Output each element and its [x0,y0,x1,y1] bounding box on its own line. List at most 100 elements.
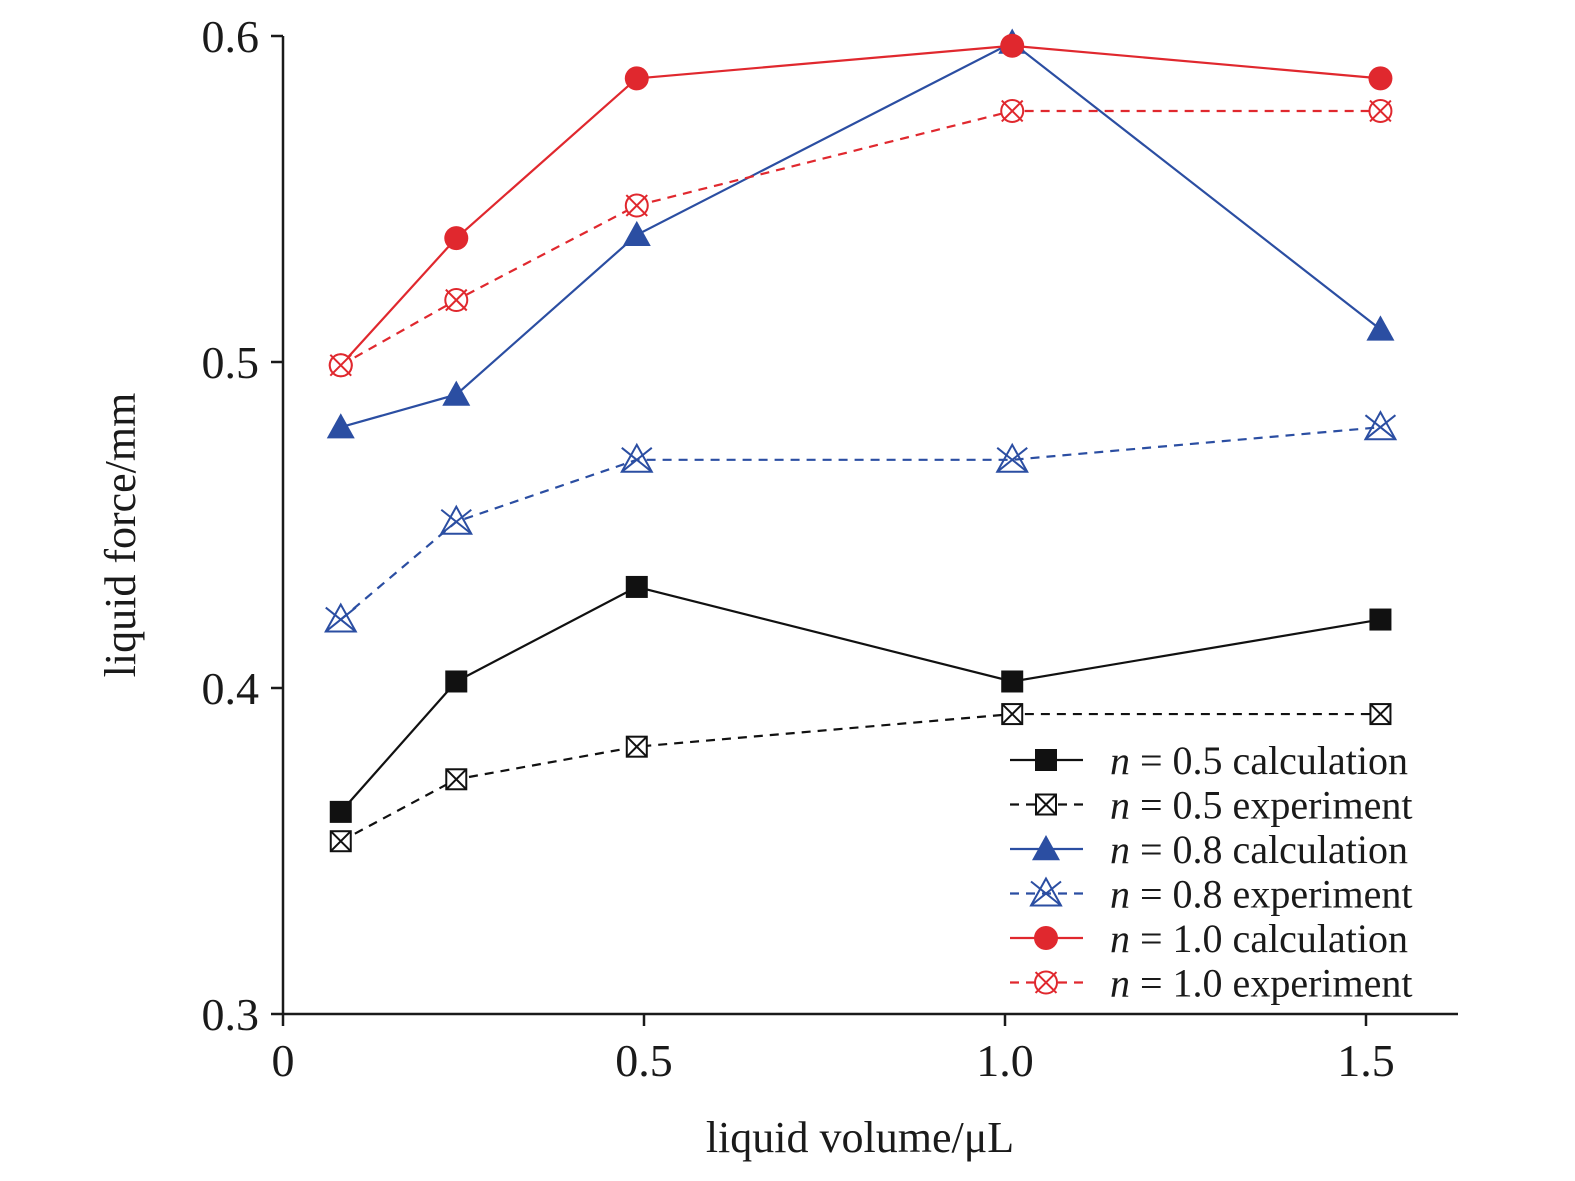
marker-cross-line [1364,414,1397,440]
legend-label: n = 1.0 calculation [1110,916,1408,961]
legend-label: n = 0.5 experiment [1110,783,1412,828]
legend-entry: n = 0.8 calculation [1010,827,1408,872]
legend-entry: n = 1.0 calculation [1010,916,1408,961]
marker-triangle [1032,835,1060,861]
marker-triangle [442,380,471,406]
y-axis-title: liquid force/mm [96,393,145,678]
data-point [622,220,651,247]
data-point [1029,876,1063,907]
marker-cross-line [1030,880,1062,907]
legend-label: n = 1.0 experiment [1110,961,1412,1006]
data-point [1000,33,1025,58]
data-point [329,800,352,823]
series-4 [324,410,1398,633]
marker-triangle [1366,315,1395,341]
data-point [442,380,471,406]
marker-circle [1368,66,1393,91]
data-point [1000,98,1025,123]
marker-cross-line [329,354,352,377]
legend-variable: n [1110,738,1130,783]
marker-triangle-outline [1029,876,1063,907]
data-point [1369,608,1392,631]
series-layer [324,28,1398,853]
legend-description: = 0.8 calculation [1130,827,1408,872]
legend-entry: n = 1.0 experiment [1010,961,1412,1006]
series-1 [329,575,1392,823]
legend-entry: n = 0.5 calculation [1010,738,1408,783]
data-point [1032,835,1060,861]
y-tick-label: 0.5 [202,337,260,388]
data-point [328,353,353,378]
marker-triangle-outline [324,602,358,633]
marker-cross-line [621,447,653,473]
y-tick-label: 0.3 [202,989,260,1040]
data-point [444,226,469,251]
data-point [444,288,469,313]
marker-triangle [326,413,355,439]
data-point [1366,315,1395,341]
marker-cross-line [1369,99,1392,123]
marker-square [625,575,648,598]
legend-description: = 0.5 experiment [1130,783,1412,828]
data-point [445,768,468,791]
marker-cross-line [626,735,648,758]
series-line [340,109,1381,367]
marker-cross-line [445,768,467,790]
tick-labels: 0.3 0.4 0.5 0.6 0 0.5 1.0 1.5 [202,11,1395,1086]
series-line [340,426,1381,621]
series-2 [329,703,1392,853]
legend-variable: n [1110,783,1130,828]
legend-description: = 0.8 experiment [1130,872,1412,917]
marker-square [445,670,468,693]
x-tick-label: 0.5 [615,1035,673,1086]
marker-triangle-outline [1363,410,1398,441]
series-3 [326,28,1395,439]
legend-description: = 1.0 calculation [1130,916,1408,961]
legend-variable: n [1110,872,1130,917]
data-point [324,602,358,633]
x-axis-title: liquid volume/μL [706,1113,1014,1162]
data-point [625,575,648,598]
marker-cross-line [325,606,357,633]
marker-triangle [622,220,651,247]
marker-cross-line [445,288,468,312]
x-tick-label: 1.0 [976,1035,1034,1086]
marker-cross-line [1034,971,1058,994]
series-line [339,44,1381,366]
marker-cross-line [1035,793,1057,816]
y-tick-label: 0.4 [202,663,260,714]
marker-triangle-outline [620,442,654,473]
legend-label: n = 0.8 calculation [1110,827,1408,872]
series-line [340,41,1382,429]
data-point [1035,749,1057,771]
marker-square [329,800,352,823]
marker-circle [1034,926,1058,950]
marker-square [1369,608,1392,631]
legend-variable: n [1110,961,1130,1006]
marker-cross-line [330,830,352,852]
legend-description: = 0.5 calculation [1130,738,1408,783]
data-point [1034,970,1058,995]
marker-circle [1000,33,1025,58]
legend-label: n = 0.5 calculation [1110,738,1408,783]
legend-entry: n = 0.5 experiment [1010,783,1412,828]
marker-cross-line [1369,703,1392,725]
data-point [1001,670,1024,693]
x-tick-label: 1.5 [1337,1035,1395,1086]
marker-cross-line [1001,99,1024,123]
data-point [624,66,649,91]
data-point [1369,703,1392,726]
marker-square [1001,670,1024,693]
legend-description: = 1.0 experiment [1130,961,1412,1006]
data-point [1001,703,1024,726]
data-point [1363,410,1398,441]
series-6 [328,98,1393,378]
marker-triangle-outline [995,442,1029,473]
series-5 [328,33,1393,378]
legend-variable: n [1110,827,1130,872]
data-point [439,504,473,535]
data-point [1034,926,1058,950]
series-line [340,712,1381,843]
